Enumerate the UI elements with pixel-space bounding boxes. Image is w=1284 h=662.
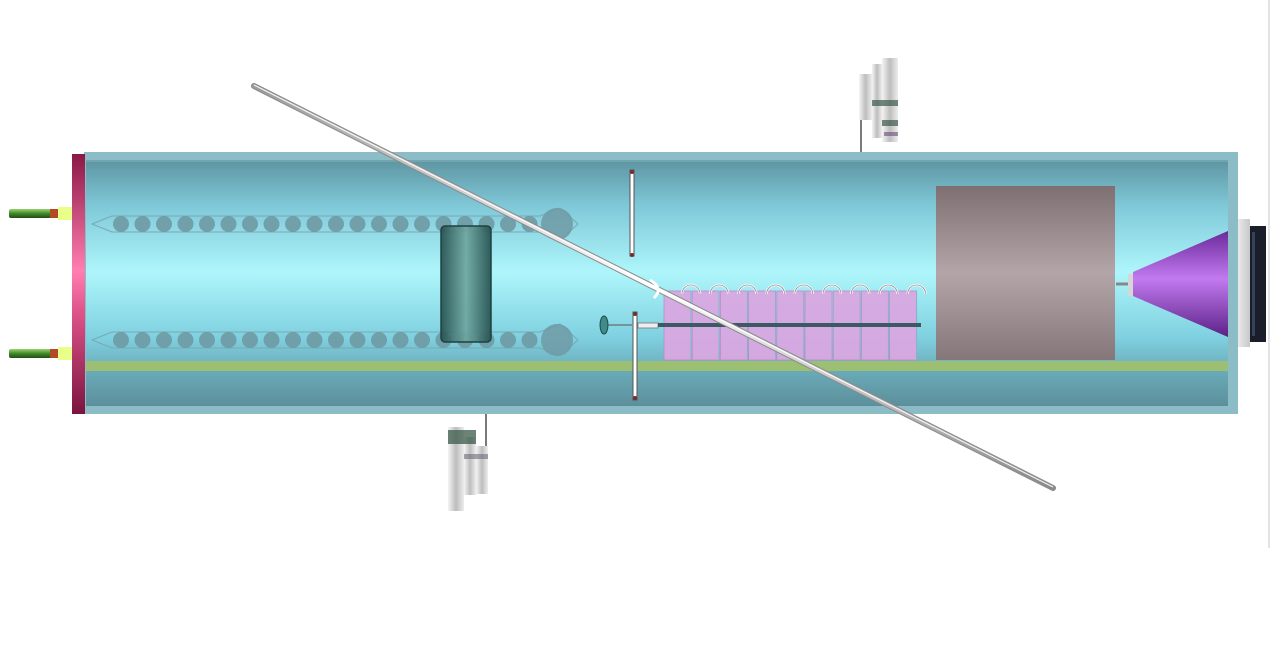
- bead: [349, 332, 366, 348]
- bead: [242, 332, 258, 348]
- vacuum-gauge-bottom: [448, 414, 488, 511]
- bead: [392, 332, 409, 348]
- bead: [306, 216, 323, 232]
- bead: [371, 332, 387, 348]
- bead: [414, 332, 430, 348]
- central-shaft: [637, 322, 921, 329]
- bead: [113, 332, 129, 348]
- bead: [263, 332, 280, 348]
- mauve-block: [936, 186, 1115, 360]
- bead: [285, 216, 301, 232]
- bead: [113, 216, 129, 232]
- diagonal-rod: [251, 83, 1056, 491]
- floor-rail: [86, 361, 1228, 371]
- end-flange-left: [72, 154, 85, 414]
- bead: [242, 216, 258, 232]
- bead: [500, 332, 516, 348]
- feedthrough-pins: [9, 207, 72, 360]
- violet-cone: [1116, 231, 1228, 337]
- bead: [328, 332, 344, 348]
- feedthrough-pin: [9, 207, 72, 220]
- glass-cylinder: [440, 225, 492, 343]
- bead: [521, 332, 538, 348]
- bead: [263, 216, 280, 232]
- bead: [500, 216, 516, 232]
- ring-outline: [850, 284, 870, 295]
- glint-mark: [649, 278, 660, 300]
- ring-outline: [879, 284, 898, 295]
- viewport-right: [1238, 219, 1266, 347]
- ring-outline: [709, 284, 729, 295]
- bead: [414, 216, 430, 232]
- bead: [156, 216, 172, 232]
- bead-chain-outline: [90, 207, 579, 241]
- vacuum-gauge-top: [859, 58, 898, 152]
- aperture-disk: [629, 169, 635, 257]
- bead: [177, 332, 194, 348]
- bead: [134, 216, 151, 232]
- ring-outline: [907, 284, 926, 295]
- bead: [220, 216, 237, 232]
- feedthrough-pin: [9, 347, 72, 360]
- bead: [134, 332, 151, 348]
- bead: [156, 332, 172, 348]
- aperture-disks: [599, 169, 638, 401]
- bead-chain: [90, 207, 579, 241]
- bead: [306, 332, 323, 348]
- frame-edge: [1268, 0, 1270, 548]
- ring-array: [680, 283, 927, 295]
- ring-outline: [794, 284, 814, 295]
- bead: [285, 332, 301, 348]
- ring-outline: [738, 284, 757, 295]
- bead: [177, 216, 194, 232]
- bead: [392, 216, 409, 232]
- bead-chains: [90, 207, 579, 357]
- bead: [199, 216, 215, 232]
- ring-outline: [681, 284, 701, 295]
- bead-chain-outline: [90, 323, 579, 357]
- probe-tip: [599, 315, 632, 335]
- ring-outline: [822, 284, 842, 295]
- bead: [328, 216, 344, 232]
- bead: [371, 216, 387, 232]
- bead-end: [541, 324, 573, 356]
- bead: [220, 332, 237, 348]
- bead: [199, 332, 215, 348]
- ring-outline: [766, 284, 785, 295]
- aperture-disk: [632, 311, 638, 401]
- bead: [349, 216, 366, 232]
